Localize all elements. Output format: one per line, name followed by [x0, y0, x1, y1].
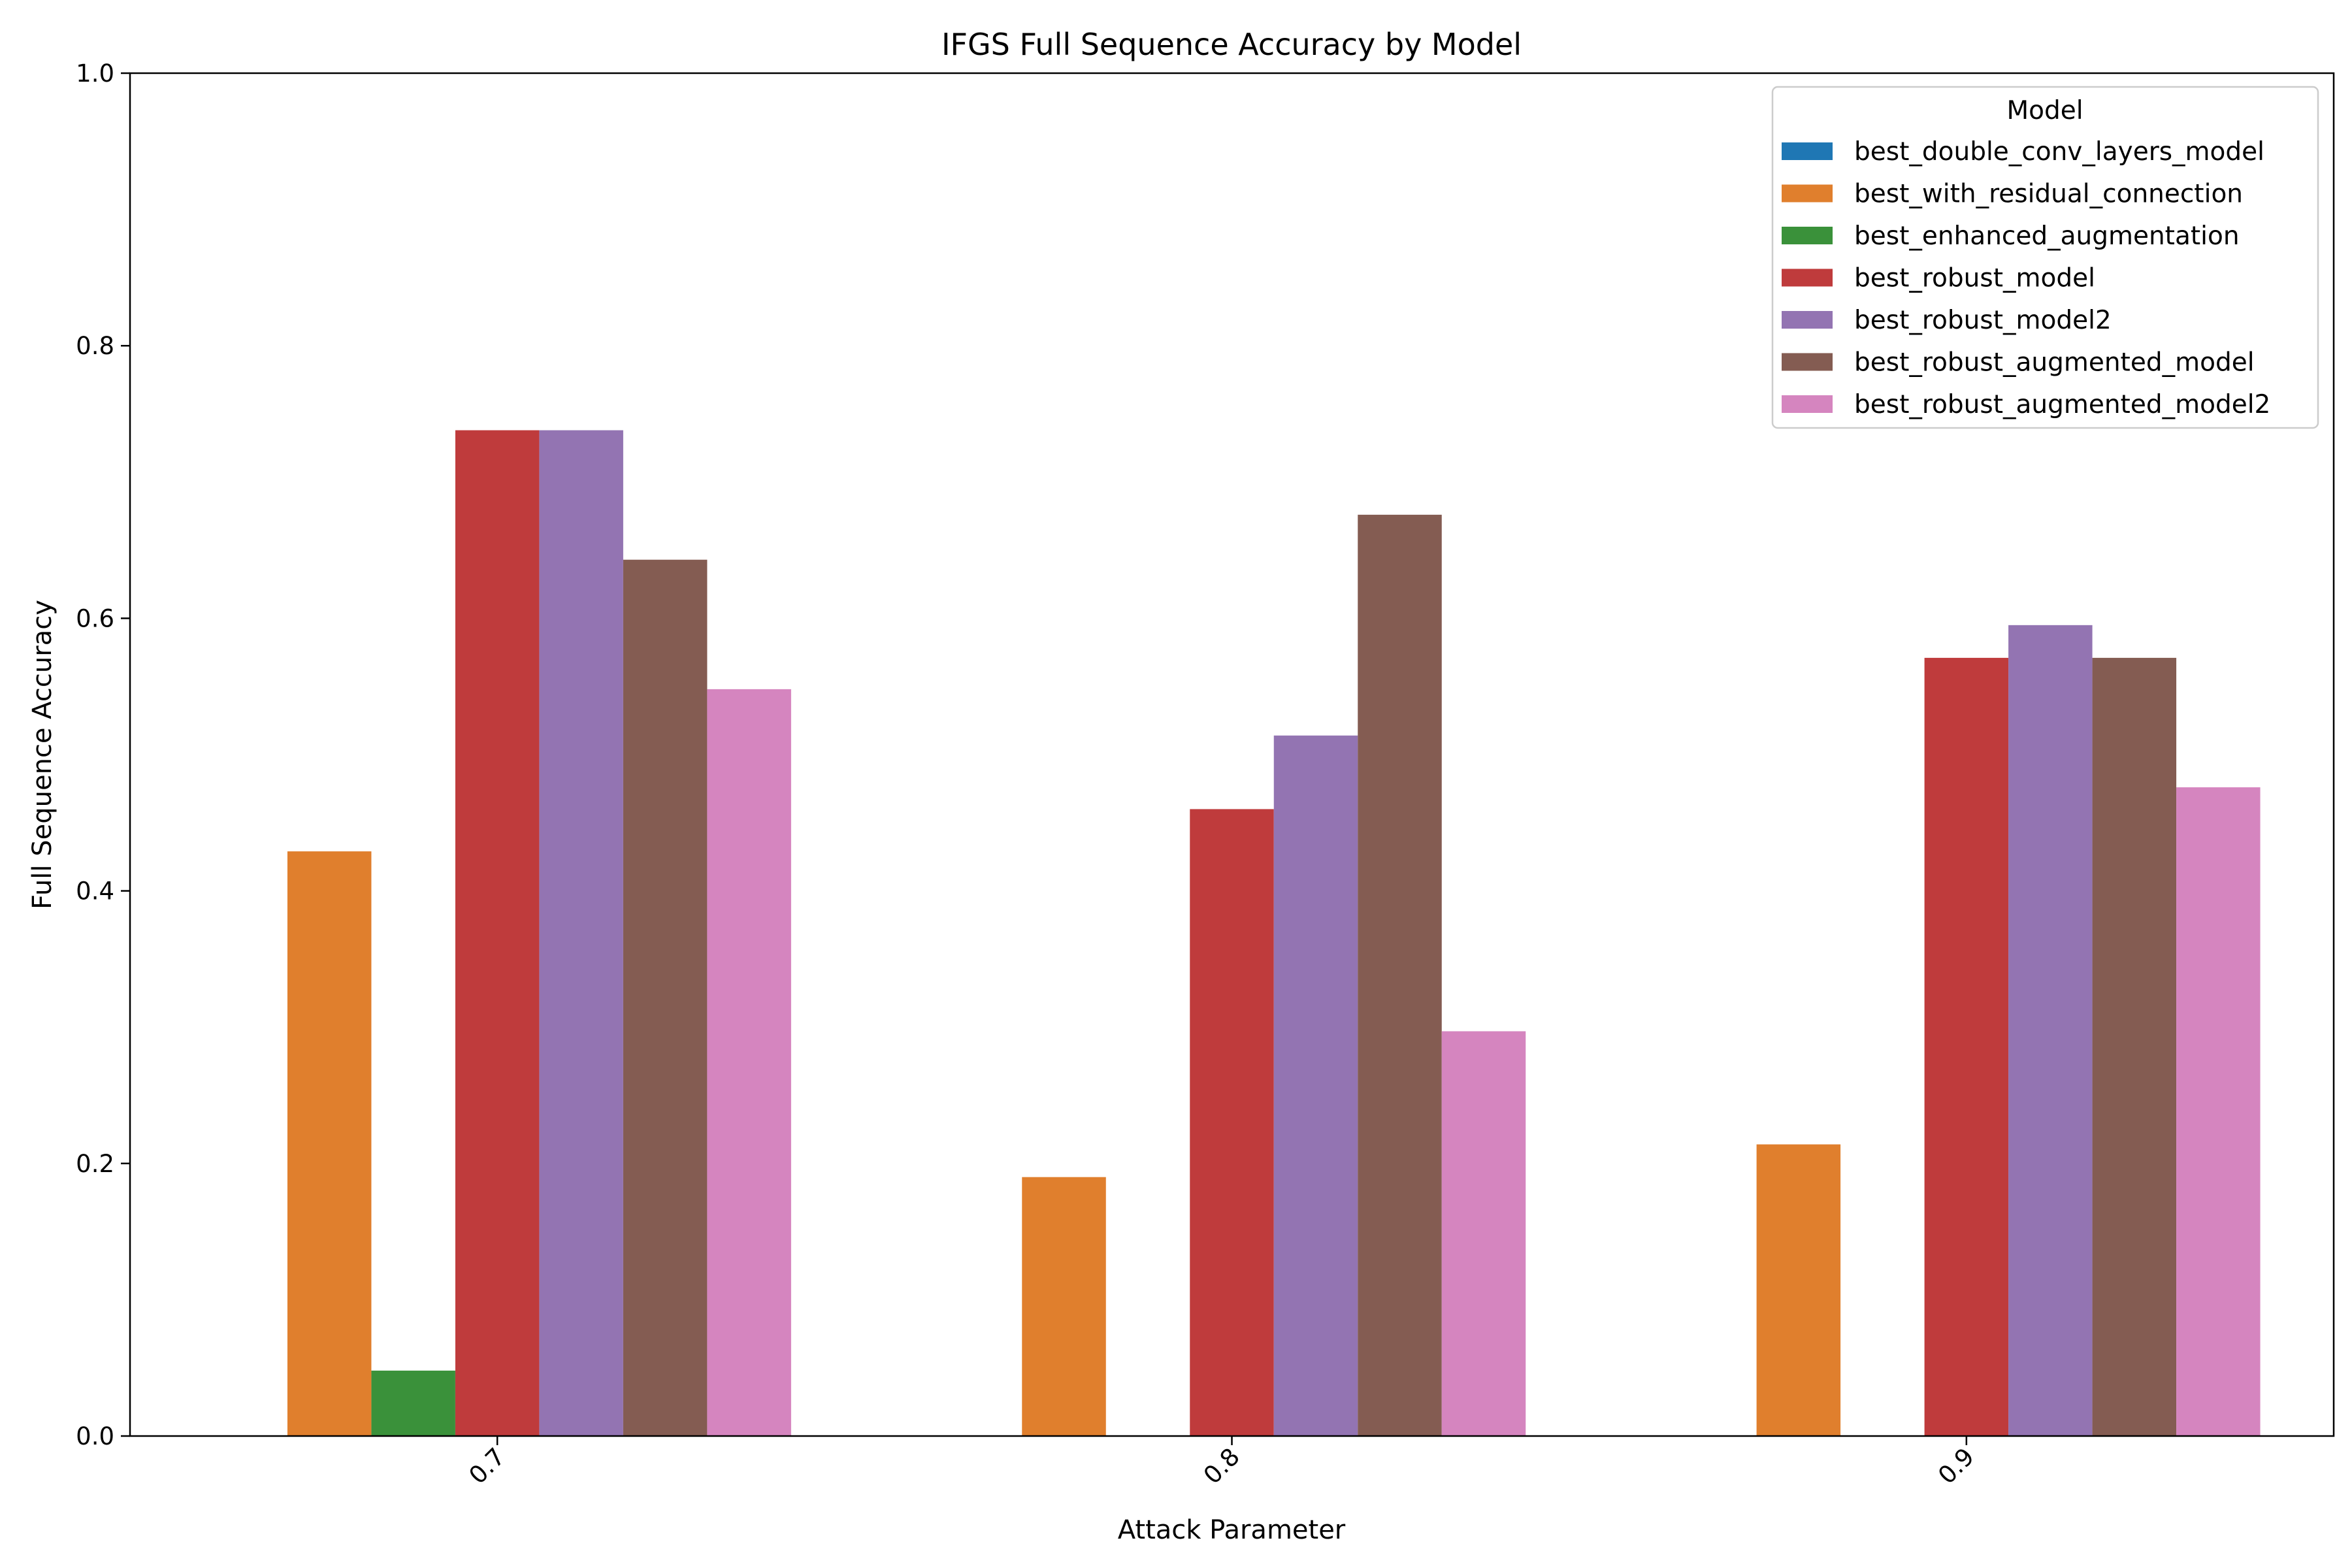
bar [2092, 657, 2177, 1436]
bar [539, 430, 623, 1436]
bars-layer [287, 430, 2261, 1436]
y-tick-label: 0.2 [76, 1150, 114, 1178]
legend-entry: best_robust_model2 [1854, 306, 2112, 335]
y-tick-label: 1.0 [76, 59, 114, 88]
y-axis-title: Full Sequence Accuracy [27, 600, 57, 909]
x-axis-title: Attack Parameter [1118, 1515, 1346, 1545]
y-axis: 0.0 0.2 0.4 0.6 0.8 1.0 [76, 59, 130, 1450]
legend: Model best_double_conv_layers_modelbest_… [1771, 86, 2319, 429]
legend-frame [1771, 86, 2319, 429]
legend-swatch [1782, 311, 1833, 329]
chart-title: IFGS Full Sequence Accuracy by Model [941, 27, 1522, 62]
legend-swatch [1782, 353, 1833, 371]
bar [1756, 1144, 1841, 1436]
y-tick-label: 0.4 [76, 877, 114, 906]
bar [455, 430, 540, 1436]
bar [371, 1370, 455, 1436]
bar [2008, 625, 2093, 1436]
legend-entry: best_double_conv_layers_model [1854, 137, 2264, 167]
legend-entry: best_robust_augmented_model2 [1854, 390, 2270, 419]
legend-entry: best_robust_augmented_model [1854, 348, 2255, 378]
legend-swatch [1782, 184, 1833, 203]
bar [623, 559, 708, 1436]
bar [1273, 735, 1358, 1436]
y-tick-label: 0.0 [76, 1422, 114, 1450]
legend-entry: best_robust_model [1854, 264, 2095, 293]
bar [1924, 657, 2009, 1436]
bar [1190, 809, 1274, 1436]
legend-items: best_double_conv_layers_model best_with_r… [1782, 137, 2270, 419]
bar [1022, 1177, 1106, 1436]
legend-title: Model [2006, 96, 2083, 125]
plot-frame [129, 72, 2335, 1437]
bar [2176, 787, 2261, 1436]
bar [707, 689, 791, 1436]
legend-swatch [1782, 395, 1833, 413]
y-tick-label: 0.8 [76, 332, 114, 360]
bar [1358, 514, 1442, 1436]
y-tick-label: 0.6 [76, 604, 114, 632]
legend-swatch [1782, 227, 1833, 244]
bar [1441, 1031, 1526, 1436]
legend-entry: best_with_residual_connection [1854, 180, 2243, 209]
bar [287, 851, 372, 1436]
legend-swatch [1782, 142, 1833, 160]
legend-entry: best_enhanced_augmentation [1854, 221, 2240, 251]
legend-swatch [1782, 269, 1833, 287]
